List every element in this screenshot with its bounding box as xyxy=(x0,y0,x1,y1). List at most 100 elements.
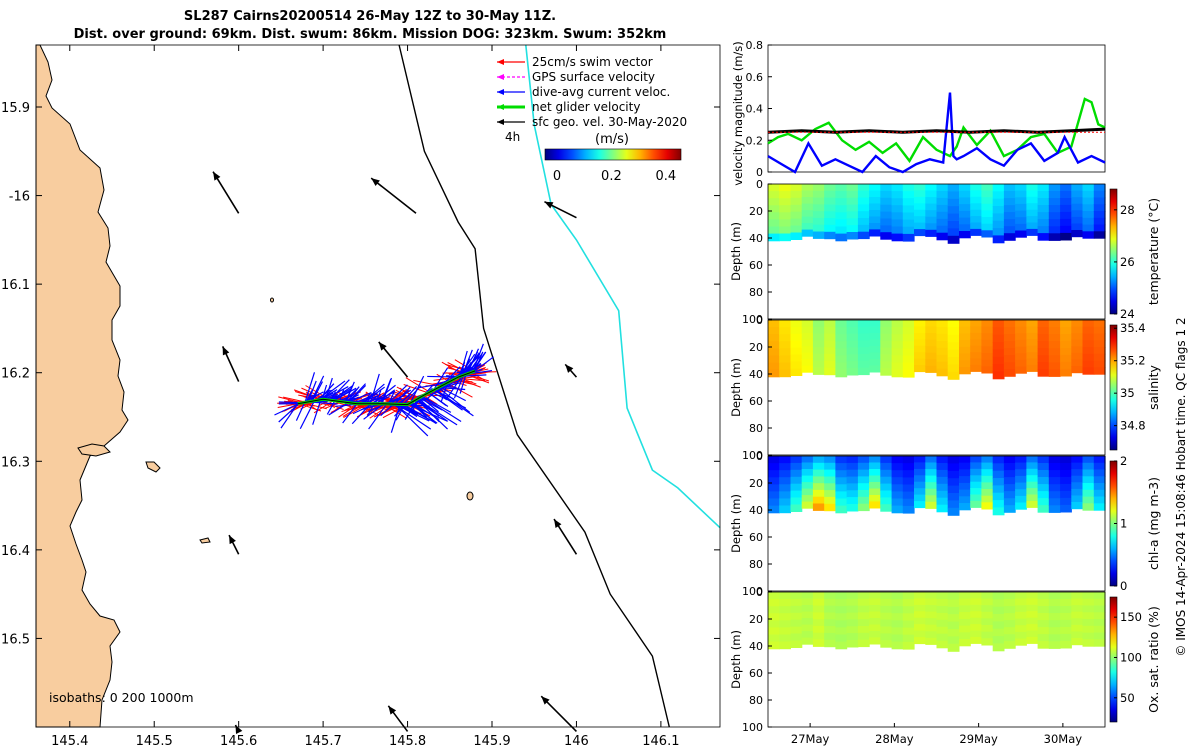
section-cell xyxy=(948,599,960,607)
section-cell xyxy=(903,191,915,199)
section-cell xyxy=(791,320,803,328)
section-cell xyxy=(903,198,915,206)
section-cell xyxy=(813,347,825,354)
map-x-tick-label: 146 xyxy=(564,734,589,749)
section-cell xyxy=(1038,348,1050,356)
section-cell xyxy=(1060,592,1072,600)
section-cell xyxy=(1071,204,1083,211)
section-cell xyxy=(858,334,870,341)
section-cell xyxy=(892,470,904,478)
section-x-tick-label: 27May xyxy=(791,732,830,746)
section-cell xyxy=(925,592,937,599)
section-y-tick-label: 0 xyxy=(756,450,763,463)
section-cell xyxy=(1004,198,1016,206)
section-cell xyxy=(880,232,892,240)
section-cell xyxy=(858,483,870,490)
section-cell xyxy=(981,360,993,367)
section-cell xyxy=(847,191,859,199)
section-cell xyxy=(1038,470,1050,478)
section-cell xyxy=(981,204,993,211)
section-cell xyxy=(1049,369,1061,377)
section-cell xyxy=(869,637,881,644)
section-cell xyxy=(880,368,892,376)
section-cell xyxy=(892,627,904,635)
section-cell xyxy=(937,334,949,342)
section-y-tick-label: 0 xyxy=(756,586,763,599)
section-cell xyxy=(993,485,1005,493)
section-cell xyxy=(937,362,949,370)
section-cell xyxy=(925,353,937,360)
section-cell xyxy=(768,620,780,628)
section-cell xyxy=(813,320,825,327)
section-cell xyxy=(1060,320,1072,328)
section-cell xyxy=(880,606,892,614)
section-cell xyxy=(847,205,859,213)
section-cell xyxy=(892,363,904,371)
section-y-tick-label: 40 xyxy=(749,504,763,517)
section-cell xyxy=(914,216,926,223)
section-cell xyxy=(925,204,937,211)
section-cell xyxy=(1004,456,1016,464)
section-cell xyxy=(1015,360,1027,367)
section-cell xyxy=(1026,346,1038,353)
section-cell xyxy=(1060,341,1072,349)
section-cell xyxy=(1094,340,1106,347)
section-cell xyxy=(1083,633,1095,640)
section-cell xyxy=(1004,226,1016,234)
section-cell xyxy=(937,456,949,464)
section-cell xyxy=(1094,639,1106,646)
map-y-tick-label: 16.5 xyxy=(1,632,30,647)
section-cell xyxy=(802,592,814,599)
section-cell xyxy=(993,199,1005,207)
section-cell xyxy=(1026,223,1038,230)
section-cell xyxy=(914,190,926,197)
section-cell xyxy=(892,635,904,643)
section-cell xyxy=(1038,233,1050,241)
section-cell xyxy=(880,191,892,199)
section-cell xyxy=(813,463,825,470)
section-cell xyxy=(970,631,982,638)
section-x-tick-label: 28May xyxy=(875,732,914,746)
section-cell xyxy=(847,347,859,355)
section-cell xyxy=(914,469,926,476)
section-cell xyxy=(1038,498,1050,506)
section-cell xyxy=(869,612,881,619)
section-cell xyxy=(768,212,780,220)
colorbar-label: Ox. sat. ratio (%) xyxy=(1146,606,1161,713)
section-cell xyxy=(993,327,1005,335)
section-y-tick-label: 40 xyxy=(749,640,763,653)
section-cell xyxy=(847,619,859,627)
section-cell xyxy=(791,233,803,241)
section-cell xyxy=(1015,327,1027,334)
section-cell xyxy=(959,483,971,490)
section-cell xyxy=(903,205,915,213)
section-cell xyxy=(914,333,926,340)
section-y-tick-label: 40 xyxy=(749,368,763,381)
section-cell xyxy=(1060,613,1072,621)
section-cell xyxy=(959,218,971,225)
section-cell xyxy=(791,627,803,635)
section-cell xyxy=(813,211,825,218)
section-cell xyxy=(970,618,982,625)
velocity-y-tick-label: 0.2 xyxy=(746,134,764,147)
section-cell xyxy=(1049,205,1061,213)
map-background xyxy=(36,45,720,727)
section-cell xyxy=(892,184,904,192)
section-cell xyxy=(970,352,982,359)
section-cell xyxy=(1026,462,1038,469)
section-cell xyxy=(959,496,971,503)
section-cell xyxy=(835,191,847,199)
section-y-tick-label: 20 xyxy=(749,341,763,354)
section-cell xyxy=(1038,341,1050,349)
section-cell xyxy=(1015,619,1027,626)
section-cell xyxy=(937,599,949,607)
section-cell xyxy=(1071,592,1083,599)
section-cell xyxy=(914,203,926,210)
section-cell xyxy=(824,184,836,191)
section-cell xyxy=(1060,484,1072,492)
section-cell xyxy=(880,627,892,635)
section-cell xyxy=(1049,477,1061,485)
section-cell xyxy=(1060,606,1072,614)
section-cell xyxy=(1015,503,1027,510)
section-cell xyxy=(813,327,825,334)
